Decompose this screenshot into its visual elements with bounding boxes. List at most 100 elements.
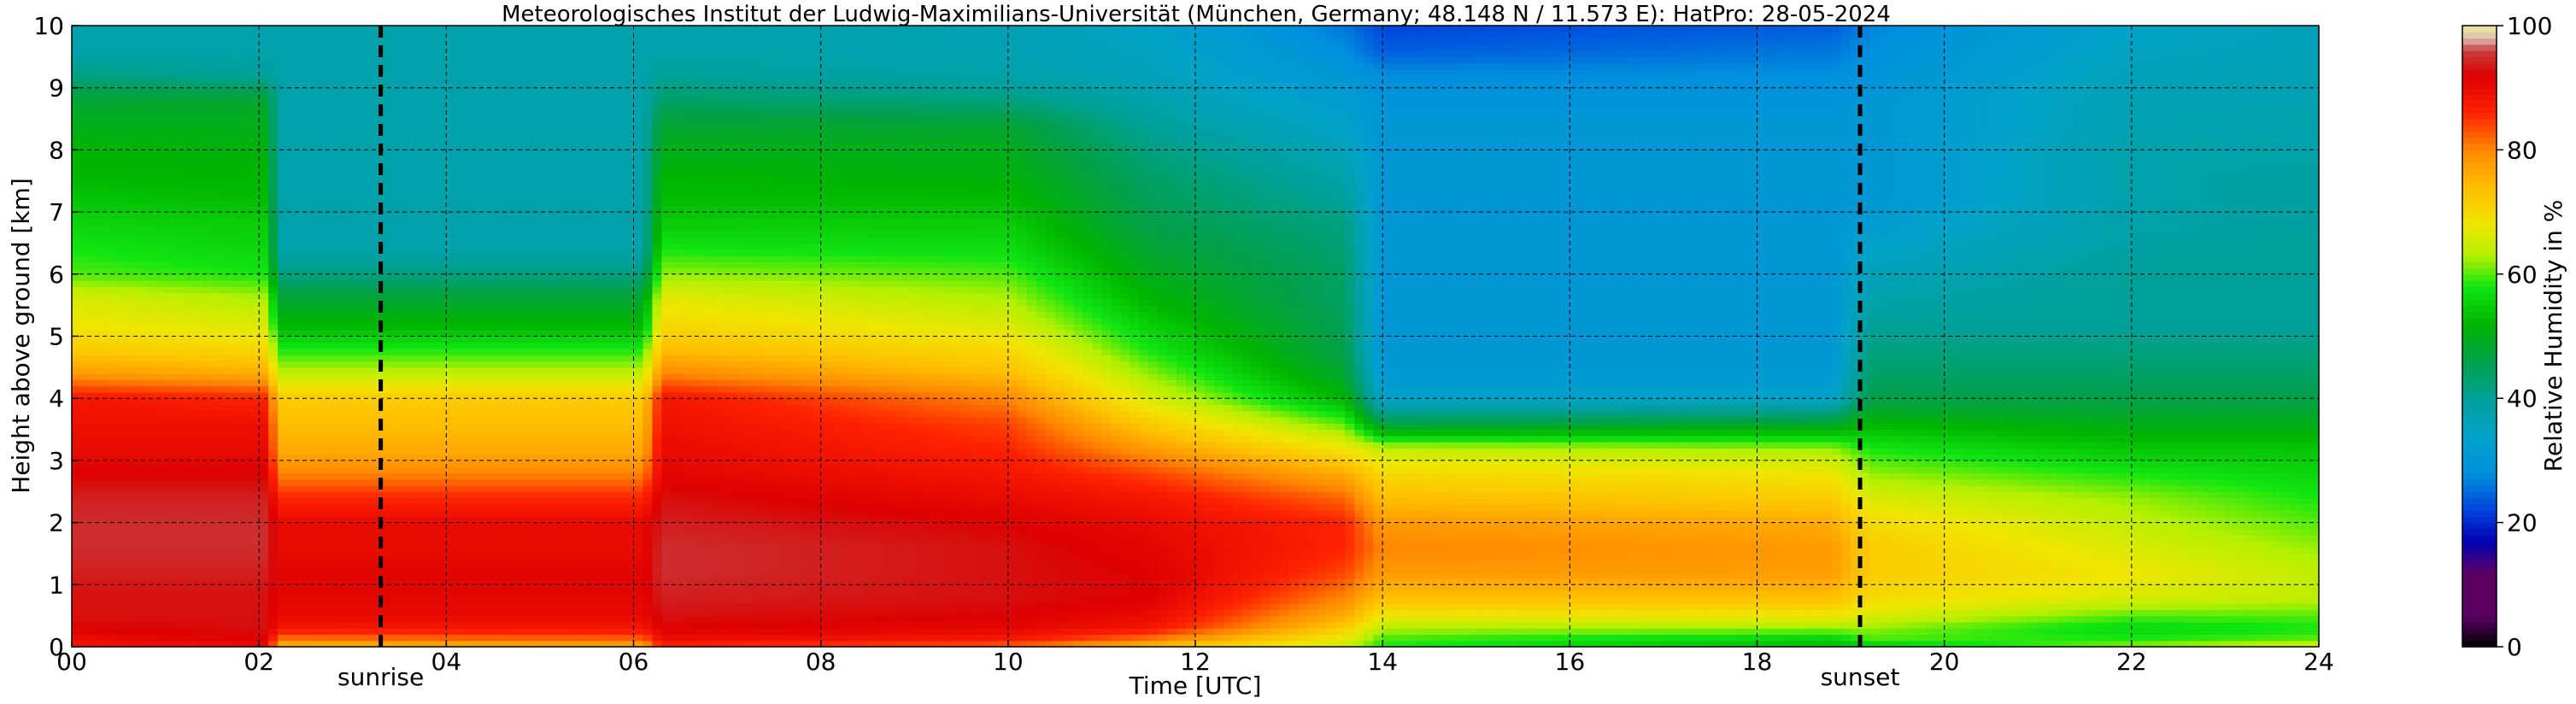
heatmap-cell [147,125,157,132]
heatmap-cell [231,311,241,318]
heatmap-cell [268,187,279,194]
heatmap-cell [390,510,401,517]
heatmap-cell [72,491,82,498]
heatmap-cell [353,361,363,368]
heatmap-cell [268,113,279,120]
heatmap-cell [175,349,185,355]
heatmap-cell [221,529,232,536]
heatmap-cell [249,498,260,505]
heatmap-cell [400,255,410,262]
heatmap-cell [306,578,316,585]
heatmap-cell [221,423,232,430]
heatmap-cell [109,200,120,207]
heatmap-cell [296,56,307,63]
heatmap-cell [353,100,363,107]
heatmap-cell [427,132,437,138]
heatmap-cell [306,523,316,530]
heatmap-cell [315,132,326,138]
heatmap-cell [484,324,494,331]
heatmap-cell [474,237,484,243]
heatmap-cell [231,100,241,107]
heatmap-cell [418,616,428,623]
heatmap-cell [259,430,269,437]
heatmap-cell [334,255,344,262]
heatmap-cell [325,156,335,163]
heatmap-cell [202,144,213,150]
heatmap-cell [193,187,203,194]
heatmap-cell [138,318,148,325]
heatmap-cell [484,156,494,163]
heatmap-cell [418,274,428,281]
heatmap-cell [343,311,354,318]
heatmap-cell [287,138,297,144]
heatmap-cell [193,355,203,361]
heatmap-cell [437,225,447,232]
heatmap-cell [353,162,363,169]
heatmap-cell [166,225,176,232]
heatmap-cell [259,231,269,238]
heatmap-cell [296,187,307,194]
heatmap-cell [193,225,203,232]
heatmap-cell [109,535,120,542]
heatmap-cell [343,305,354,312]
heatmap-cell [166,280,176,287]
heatmap-cell [287,32,297,38]
heatmap-cell [315,125,326,132]
heatmap-cell [493,107,503,114]
heatmap-cell [249,560,260,566]
heatmap-cell [362,379,373,386]
heatmap-cell [531,162,541,169]
heatmap-cell [437,516,447,523]
heatmap-cell [156,305,167,312]
heatmap-cell [325,622,335,629]
heatmap-cell [81,461,91,467]
heatmap-cell [296,423,307,430]
heatmap-cell [353,94,363,101]
heatmap-cell [221,138,232,144]
heatmap-cell [212,261,222,268]
heatmap-cell [446,404,456,411]
heatmap-cell [306,566,316,572]
heatmap-cell [212,634,222,641]
heatmap-cell [390,578,401,585]
heatmap-cell [512,367,522,374]
heatmap-cell [249,554,260,560]
heatmap-cell [72,485,82,492]
heatmap-cell [372,138,382,144]
heatmap-cell [81,50,91,57]
heatmap-cell [315,144,326,150]
heatmap-cell [231,305,241,312]
heatmap-cell [100,225,110,232]
heatmap-cell [390,386,401,393]
heatmap-cell [343,88,354,95]
heatmap-cell [138,162,148,169]
heatmap-cell [268,609,279,616]
heatmap-cell [72,119,82,126]
heatmap-cell [531,628,541,635]
heatmap-cell [156,417,167,424]
heatmap-cell [268,44,279,51]
heatmap-cell [212,119,222,126]
heatmap-cell [502,156,513,163]
heatmap-cell [109,293,120,300]
heatmap-cell [72,498,82,505]
heatmap-cell [325,318,335,325]
heatmap-cell [390,448,401,455]
heatmap-cell [465,578,475,585]
heatmap-cell [521,305,531,312]
heatmap-cell [400,622,410,629]
heatmap-cell [185,44,195,51]
heatmap-cell [418,423,428,430]
heatmap-cell [259,541,269,548]
heatmap-cell [531,373,541,380]
heatmap-cell [268,193,279,200]
heatmap-cell [185,63,195,70]
heatmap-cell [100,622,110,629]
heatmap-cell [512,373,522,380]
heatmap-cell [278,349,288,355]
heatmap-cell [390,504,401,511]
heatmap-cell [437,81,447,88]
heatmap-cell [325,349,335,355]
heatmap-cell [128,423,138,430]
heatmap-cell [100,510,110,517]
